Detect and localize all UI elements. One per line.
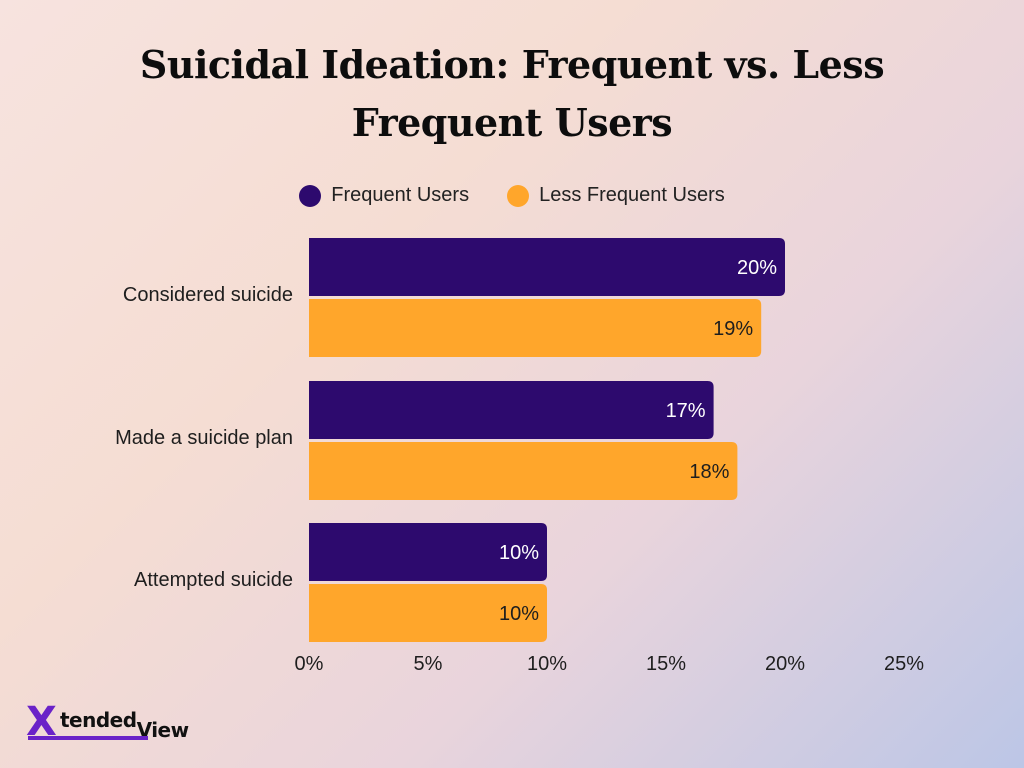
bar-label-less-frequent-users-made-a-suicide-plan: 18% [689, 461, 729, 483]
category-label-attempted-suicide: Attempted suicide [134, 569, 293, 591]
bar-less-frequent-users-made-a-suicide-plan [309, 442, 738, 500]
x-tick-label-15: 15% [646, 653, 686, 675]
category-label-made-a-suicide-plan: Made a suicide plan [115, 427, 293, 449]
legend: Frequent Users Less Frequent Users [0, 184, 1024, 207]
x-tick-label-0: 0% [295, 653, 324, 675]
x-tick-label-10: 10% [527, 653, 567, 675]
bar-label-less-frequent-users-attempted-suicide: 10% [499, 603, 539, 625]
bar-label-frequent-users-made-a-suicide-plan: 17% [666, 400, 706, 422]
legend-label-frequent-users: Frequent Users [331, 184, 470, 206]
x-tick-label-20: 20% [765, 653, 805, 675]
legend-item-frequent-users: Frequent Users [299, 184, 469, 207]
bar-frequent-users-attempted-suicide [309, 523, 547, 581]
bar-frequent-users-considered-suicide [309, 238, 785, 296]
legend-dot-less-frequent-users [507, 184, 530, 207]
logo-underline [28, 736, 148, 740]
bar-less-frequent-users-considered-suicide [309, 299, 762, 357]
category-label-considered-suicide: Considered suicide [123, 284, 293, 306]
legend-dot-frequent-users [299, 184, 322, 207]
bar-label-less-frequent-users-considered-suicide: 19% [713, 318, 753, 340]
brand-logo: X tendedView [26, 702, 226, 746]
chart-title: Suicidal Ideation: Frequent vs. Less Fre… [0, 36, 1024, 152]
brand-logo-part1: tended [60, 708, 137, 732]
bar-label-frequent-users-considered-suicide: 20% [737, 257, 777, 279]
brand-logo-text: tendedView [60, 708, 189, 742]
legend-item-less-frequent-users: Less Frequent Users [507, 184, 725, 207]
chart-title-line-2: Frequent Users [351, 100, 673, 145]
bar-label-frequent-users-attempted-suicide: 10% [499, 542, 539, 564]
x-logo-icon: X [26, 699, 57, 745]
bar-less-frequent-users-attempted-suicide [309, 584, 547, 642]
legend-label-less-frequent-users: Less Frequent Users [539, 184, 725, 206]
x-tick-label-5: 5% [414, 653, 443, 675]
chart-title-line-1: Suicidal Ideation: Frequent vs. Less [139, 42, 885, 87]
x-tick-label-25: 25% [884, 653, 924, 675]
bar-frequent-users-made-a-suicide-plan [309, 381, 714, 439]
